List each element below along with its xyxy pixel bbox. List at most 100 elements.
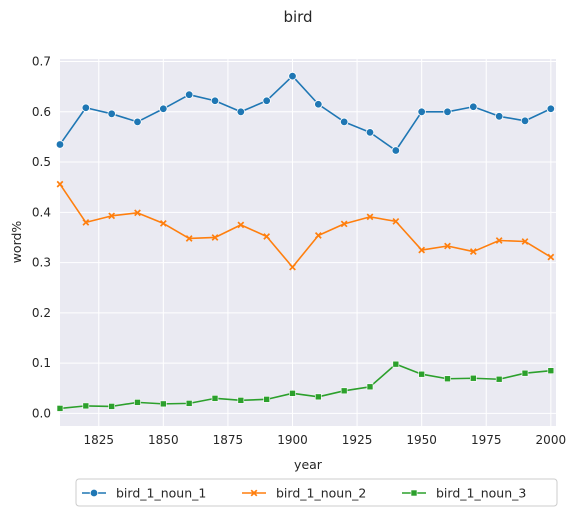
data-point	[134, 399, 141, 406]
legend-label: bird_1_noun_1	[116, 486, 206, 501]
data-point	[185, 400, 193, 407]
series-line	[59, 75, 552, 152]
data-point	[521, 369, 529, 377]
x-tick-label: 1950	[406, 433, 437, 447]
data-point	[340, 387, 348, 395]
data-point	[82, 218, 90, 226]
x-tick-label: 2000	[536, 433, 567, 447]
plot-area	[60, 59, 556, 426]
x-tick-label: 1925	[342, 433, 373, 447]
data-point	[184, 90, 194, 99]
data-point	[495, 237, 503, 244]
y-tick-label: 0.7	[32, 55, 51, 69]
legend-item: bird_1_noun_1	[82, 486, 206, 501]
legend-marker	[410, 489, 418, 497]
data-point	[56, 180, 64, 188]
data-point	[546, 104, 556, 113]
legend-label: bird_1_noun_3	[436, 486, 526, 501]
data-point	[159, 219, 167, 227]
data-point	[521, 238, 529, 245]
data-point	[339, 117, 349, 127]
data-point	[366, 213, 374, 221]
x-tick-label: 1825	[83, 433, 114, 447]
data-point	[340, 220, 348, 228]
data-point	[262, 96, 271, 105]
data-point	[315, 393, 322, 401]
data-point	[237, 397, 245, 404]
data-point	[494, 112, 504, 121]
data-point	[56, 405, 64, 412]
data-point	[55, 140, 65, 149]
data-point	[263, 233, 271, 240]
data-point	[288, 71, 297, 81]
data-point	[289, 390, 296, 397]
data-point	[210, 96, 220, 105]
data-point	[263, 396, 270, 403]
series-line	[59, 183, 552, 268]
legend-marker	[89, 488, 99, 498]
data-point	[444, 375, 451, 383]
series-bird_1_noun_1	[55, 71, 556, 155]
data-point	[314, 232, 322, 239]
legend-box	[75, 478, 558, 507]
data-point	[391, 146, 401, 155]
data-point	[443, 107, 452, 116]
y-tick-label: 0.3	[32, 256, 51, 270]
y-tick-label: 0.0	[32, 406, 51, 420]
y-tick-label: 0.2	[32, 306, 51, 320]
x-axis-label: year	[294, 457, 323, 472]
y-tick-label: 0.5	[32, 155, 51, 169]
axis-ticks: 1825 1850 1875 1900 1925 1950 1975 2000 0.0 0.1 0.…	[32, 55, 566, 447]
data-point	[520, 116, 530, 126]
data-point	[418, 370, 425, 378]
data-point	[469, 248, 477, 255]
data-point	[211, 395, 219, 402]
legend-items: bird_1_noun_1 bird_1_noun_2 bird_1_noun_3	[82, 486, 526, 501]
data-point	[134, 209, 141, 217]
data-point	[159, 104, 168, 113]
y-tick-label: 0.6	[32, 105, 51, 119]
legend-item: bird_1_noun_2	[242, 486, 366, 501]
data-point	[236, 107, 246, 116]
data-point	[82, 402, 90, 410]
data-point	[366, 383, 374, 391]
series-lines	[55, 71, 556, 412]
legend-marker	[250, 489, 258, 497]
y-tick-label: 0.4	[32, 205, 51, 219]
y-tick-label: 0.1	[32, 356, 51, 370]
data-point	[392, 360, 400, 368]
y-axis-label: word%	[9, 221, 24, 264]
data-point	[133, 117, 142, 127]
data-point	[469, 102, 478, 111]
data-point	[417, 107, 426, 116]
series-bird_1_noun_2	[56, 180, 555, 271]
data-point	[495, 375, 503, 383]
data-point	[211, 234, 219, 241]
chart-title: bird	[283, 8, 312, 26]
data-point	[107, 109, 116, 118]
legend: bird_1_noun_1 bird_1_noun_2 bird_1_noun_3	[75, 478, 558, 507]
x-tick-label: 1850	[148, 433, 179, 447]
data-point	[237, 221, 245, 229]
grid	[60, 59, 556, 426]
series-line	[59, 363, 551, 410]
data-point	[314, 100, 323, 109]
x-tick-label: 1875	[213, 433, 244, 447]
series-bird_1_noun_3	[56, 360, 555, 412]
data-point	[547, 253, 555, 261]
data-point	[547, 367, 555, 374]
legend-label: bird_1_noun_2	[276, 486, 366, 501]
x-tick-label: 1900	[277, 433, 308, 447]
data-point	[108, 403, 115, 410]
legend-item: bird_1_noun_3	[402, 486, 526, 501]
data-point	[289, 263, 296, 271]
data-point	[160, 400, 167, 408]
x-tick-label: 1975	[471, 433, 502, 447]
data-point	[108, 212, 116, 220]
data-point	[470, 374, 477, 382]
data-point	[185, 235, 193, 242]
data-point	[444, 242, 451, 250]
data-point	[365, 128, 375, 137]
